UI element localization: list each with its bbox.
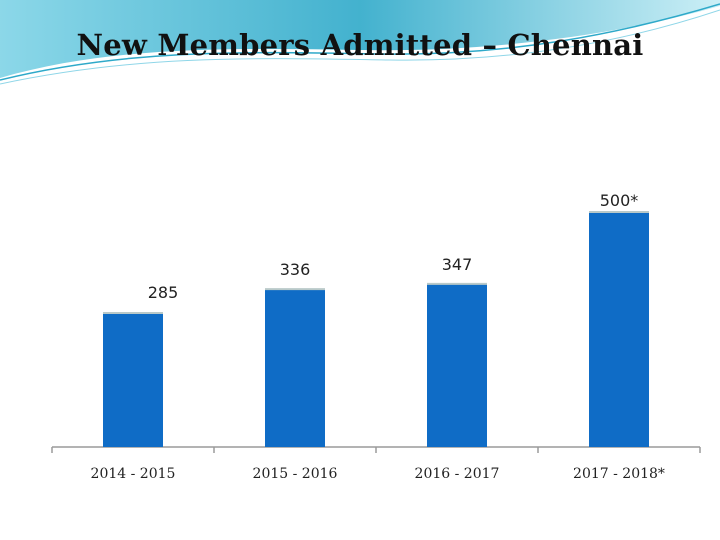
x-axis [51,446,701,453]
data-label: 500* [600,191,639,210]
bars [103,211,649,447]
header-swoosh-line [0,3,720,81]
data-label: 285 [148,283,179,302]
x-tick-label: 2015 - 2016 [253,466,338,482]
bar [103,313,163,447]
data-labels: 285 336 347 500* [148,191,639,302]
x-tick-label: 2017 - 2018* [573,466,665,482]
slide-header-decoration [0,0,720,85]
bar [265,289,325,447]
slide-title: New Members Admitted – Chennai [76,28,644,62]
bar [589,212,649,447]
x-tick-label: 2016 - 2017 [415,466,500,482]
header-swoosh-line-2 [0,9,720,85]
header-swoosh-band [0,0,720,78]
x-tick-label: 2014 - 2015 [91,466,176,482]
bar [427,283,487,447]
x-tick-labels: 2014 - 2015 2015 - 2016 2016 - 2017 2017 - … [91,466,665,482]
data-label: 336 [280,260,311,279]
data-label: 347 [442,255,473,274]
